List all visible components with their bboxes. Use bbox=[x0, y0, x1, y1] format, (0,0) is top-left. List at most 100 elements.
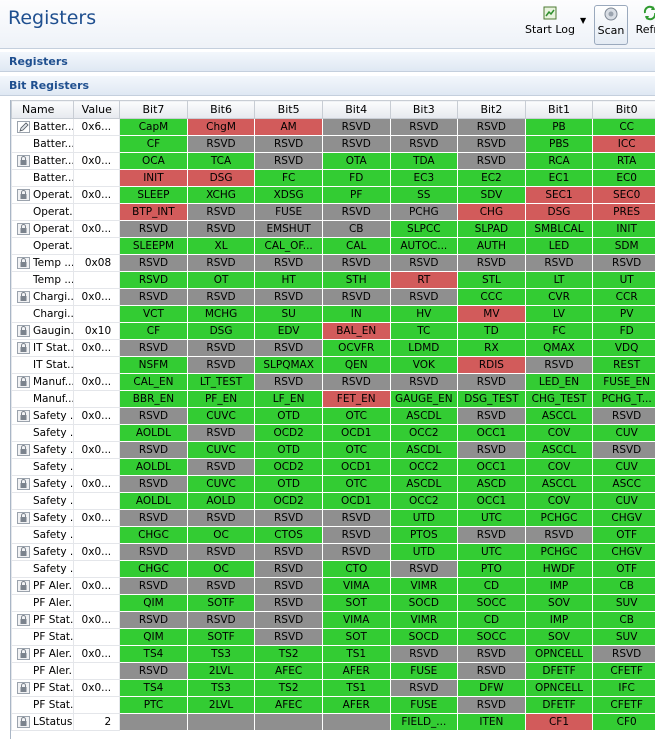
register-name-cell[interactable]: IT Stat... bbox=[11, 339, 75, 357]
bit-cell[interactable]: FIELD_... bbox=[389, 713, 459, 731]
bit-cell[interactable]: CHG bbox=[457, 203, 526, 221]
bit-cell[interactable]: AOLD bbox=[186, 492, 256, 510]
register-name-cell[interactable]: Safety ... bbox=[11, 509, 75, 527]
bit-cell[interactable]: IN bbox=[321, 305, 391, 323]
bit-cell[interactable]: AM bbox=[254, 118, 323, 136]
bit-cell[interactable]: RSVD bbox=[186, 611, 256, 629]
bit-cell[interactable]: SEC1 bbox=[524, 186, 594, 204]
bit-cell[interactable]: OTF bbox=[592, 526, 655, 544]
bit-cell[interactable]: RSVD bbox=[119, 407, 188, 425]
bit-cell[interactable]: VIMR bbox=[389, 577, 459, 595]
table-row[interactable]: Safety ... AOLDLRSVDOCD2OCD1OCC2OCC1COVCU… bbox=[11, 424, 655, 442]
bit-cell[interactable]: RSVD bbox=[119, 509, 188, 527]
lock-icon[interactable] bbox=[17, 580, 30, 592]
table-row[interactable]: PF Stat... PTC2LVLAFECAFERFUSERSVDDFETFCF… bbox=[11, 696, 655, 714]
start-log-button[interactable]: Start Log bbox=[525, 5, 575, 43]
bit-cell[interactable]: INIT bbox=[592, 220, 655, 238]
bit-cell[interactable]: DSG_TEST bbox=[457, 390, 526, 408]
bit-cell[interactable]: EDV bbox=[254, 322, 323, 340]
bit-cell[interactable]: OCD2 bbox=[254, 424, 323, 442]
column-header[interactable]: Bit3 bbox=[389, 100, 459, 119]
bit-cell[interactable]: RSVD bbox=[186, 577, 256, 595]
bit-cell[interactable]: TCA bbox=[186, 152, 256, 170]
table-row[interactable]: LStatus 2 FIELD_... ITEN CF1 CF0 bbox=[11, 713, 655, 731]
bit-cell[interactable]: RSVD bbox=[321, 373, 391, 391]
bit-cell[interactable]: RSVD bbox=[321, 254, 391, 272]
bit-cell[interactable]: LDMD bbox=[389, 339, 459, 357]
register-name-cell[interactable]: Batter... bbox=[11, 152, 75, 170]
bit-cell[interactable]: OCC2 bbox=[389, 424, 459, 442]
table-row[interactable]: Safety ...0x0...RSVDCUVCOTDOTCASCDLRSVDA… bbox=[11, 407, 655, 425]
bit-cell[interactable]: QMAX bbox=[524, 339, 594, 357]
bit-cell[interactable]: SDM bbox=[592, 237, 655, 255]
bit-cell[interactable]: RSVD bbox=[186, 356, 256, 374]
register-name-cell[interactable]: Safety ... bbox=[11, 441, 75, 459]
bit-cell[interactable]: DFETF bbox=[524, 696, 594, 714]
bit-cell[interactable]: VIMR bbox=[389, 611, 459, 629]
bit-cell[interactable]: RX bbox=[457, 339, 526, 357]
register-name-cell[interactable]: Safety ... bbox=[11, 492, 75, 510]
bit-cell[interactable]: UTD bbox=[389, 509, 459, 527]
bit-cell[interactable]: ASCCL bbox=[524, 475, 594, 493]
bit-cell[interactable]: CVR bbox=[524, 288, 594, 306]
registers-section-header[interactable]: Registers bbox=[0, 52, 655, 72]
bit-cell[interactable]: TS2 bbox=[254, 645, 323, 663]
bit-cell[interactable]: RTA bbox=[592, 152, 655, 170]
bit-cell[interactable]: CTO bbox=[321, 560, 391, 578]
lock-icon[interactable] bbox=[17, 291, 30, 303]
lock-icon[interactable] bbox=[17, 223, 30, 235]
bit-cell[interactable]: RDIS bbox=[457, 356, 526, 374]
bit-cell[interactable]: ChgM bbox=[186, 118, 256, 136]
bit-cell[interactable]: FUSE_EN bbox=[592, 373, 655, 391]
start-log-dropdown[interactable]: ▼ bbox=[580, 16, 586, 25]
bit-cell[interactable]: CFETF bbox=[592, 696, 655, 714]
lock-icon[interactable] bbox=[17, 342, 30, 354]
bit-cell[interactable]: RSVD bbox=[321, 203, 391, 221]
bit-cell[interactable]: LED_EN bbox=[524, 373, 594, 391]
bit-cell[interactable]: HWDF bbox=[524, 560, 594, 578]
bit-cell[interactable]: SLPAD bbox=[457, 220, 526, 238]
bit-cell[interactable]: RSVD bbox=[186, 509, 256, 527]
bit-cell[interactable]: RSVD bbox=[186, 288, 256, 306]
bit-cell[interactable]: VDQ bbox=[592, 339, 655, 357]
bit-cell[interactable]: XDSG bbox=[254, 186, 323, 204]
bit-cell[interactable]: OCC1 bbox=[457, 424, 526, 442]
bit-cell[interactable]: OCD2 bbox=[254, 492, 323, 510]
table-row[interactable]: Temp ... RSVD OT HT STH RT STL LT UT bbox=[11, 271, 655, 289]
bit-cell[interactable]: CUVC bbox=[186, 441, 256, 459]
bit-cell[interactable]: OCD1 bbox=[321, 458, 391, 476]
bit-cell[interactable]: UTC bbox=[457, 543, 526, 561]
bit-cell[interactable]: DFETF bbox=[524, 662, 594, 680]
bit-cell[interactable]: RSVD bbox=[524, 254, 594, 272]
bit-cell[interactable]: PCHGC bbox=[524, 543, 594, 561]
bit-cell[interactable]: OC bbox=[186, 526, 256, 544]
bit-cell[interactable]: FET_EN bbox=[321, 390, 391, 408]
bit-cell[interactable]: MV bbox=[457, 305, 526, 323]
bit-cell[interactable]: XL bbox=[186, 237, 256, 255]
bit-cell[interactable]: RSVD bbox=[119, 543, 188, 561]
bit-cell[interactable]: MCHG bbox=[186, 305, 256, 323]
bit-cell[interactable]: RSVD bbox=[254, 628, 323, 646]
table-row[interactable]: PF Stat...0x0...TS4TS3TS2TS1RSVDDFWOPNCE… bbox=[11, 679, 655, 697]
register-name-cell[interactable]: PF Aler... bbox=[11, 645, 75, 663]
bit-cell[interactable]: LF_EN bbox=[254, 390, 323, 408]
register-name-cell[interactable]: PF Stat... bbox=[11, 696, 75, 714]
register-name-cell[interactable]: PF Stat... bbox=[11, 679, 75, 697]
bit-cell[interactable]: SLEEPM bbox=[119, 237, 188, 255]
bit-cell[interactable]: RSVD bbox=[119, 254, 188, 272]
bit-cell[interactable]: OPNCELL bbox=[524, 679, 594, 697]
bit-cell[interactable]: SOCD bbox=[389, 628, 459, 646]
table-row[interactable]: PF Aler...RSVD2LVLAFECAFERFUSERSVDDFETFC… bbox=[11, 662, 655, 680]
bit-cell[interactable]: SS bbox=[389, 186, 459, 204]
bit-cell[interactable]: CF1 bbox=[524, 713, 594, 731]
column-header[interactable]: Bit7 bbox=[119, 100, 188, 119]
bit-registers-section-header[interactable]: Bit Registers bbox=[0, 76, 655, 96]
bit-cell[interactable]: RSVD bbox=[254, 611, 323, 629]
bit-cell[interactable]: RSVD bbox=[186, 203, 256, 221]
bit-cell[interactable]: RSVD bbox=[457, 696, 526, 714]
bit-cell[interactable]: CCC bbox=[457, 288, 526, 306]
bit-cell[interactable]: RSVD bbox=[321, 543, 391, 561]
bit-cell[interactable]: DFW bbox=[457, 679, 526, 697]
bit-cell[interactable]: OCC1 bbox=[457, 458, 526, 476]
bit-cell[interactable]: OCC2 bbox=[389, 458, 459, 476]
